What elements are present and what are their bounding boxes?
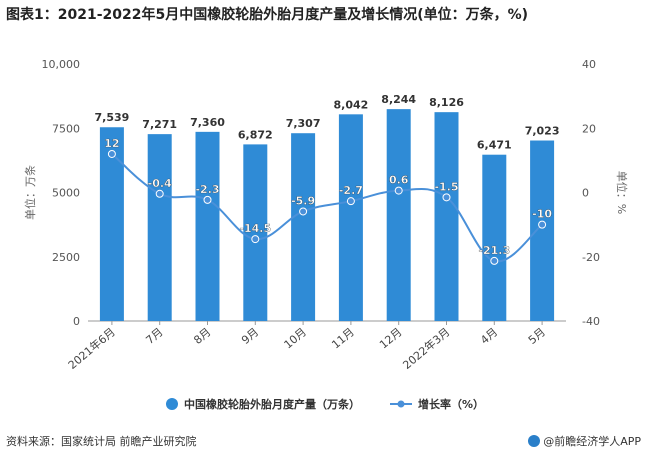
legend-bar-label: 中国橡胶轮胎外胎月度产量（万条） — [184, 397, 360, 411]
x-tick-label: 4月 — [478, 325, 500, 347]
growth-point — [299, 207, 308, 216]
growth-point — [107, 149, 116, 158]
y2-tick-label: 40 — [582, 58, 596, 71]
growth-point — [251, 235, 260, 244]
bar — [147, 134, 172, 321]
y2-tick-label: 0 — [582, 187, 589, 200]
bar-value-label: 8,244 — [381, 93, 416, 106]
growth-value-label: -10 — [532, 208, 552, 221]
bar-value-label: 6,471 — [477, 139, 512, 152]
growth-point — [346, 197, 355, 206]
y2-tick-label: 20 — [582, 122, 596, 135]
growth-value-label: -1.5 — [434, 180, 458, 193]
x-tick-label: 8月 — [191, 325, 213, 347]
growth-value-label: 0.6 — [389, 174, 409, 187]
growth-point — [442, 193, 451, 202]
y2-tick-label: -20 — [582, 251, 600, 264]
growth-point — [203, 195, 212, 204]
growth-value-label: -0.4 — [148, 177, 172, 190]
bar — [338, 114, 363, 321]
y-tick-label: 7500 — [52, 122, 80, 135]
y2-tick-label: -40 — [582, 315, 600, 328]
x-tick-label: 12月 — [377, 325, 405, 351]
growth-point — [394, 186, 403, 195]
y-tick-label: 10,000 — [42, 58, 81, 71]
bar — [386, 109, 411, 321]
bar — [195, 131, 220, 321]
bar-value-label: 6,872 — [238, 128, 273, 141]
bar — [530, 140, 555, 321]
x-tick-label: 2022年3月 — [400, 325, 453, 372]
brand-logo-icon — [528, 435, 541, 447]
growth-value-label: -2.3 — [195, 183, 219, 196]
legend-line-marker — [397, 400, 405, 408]
x-tick-label: 10月 — [282, 325, 310, 351]
x-tick-label: 9月 — [239, 325, 261, 347]
bar — [99, 127, 124, 321]
bar-value-label: 8,042 — [334, 98, 369, 111]
growth-value-label: -5.9 — [291, 194, 315, 207]
growth-value-label: 12 — [104, 137, 119, 150]
y2-axis-label: 单位：% — [615, 171, 629, 214]
chart-title: 图表1：2021-2022年5月中国橡胶轮胎外胎月度产量及增长情况(单位：万条，… — [6, 7, 529, 23]
bar-value-label: 7,307 — [286, 117, 321, 130]
growth-point — [155, 189, 164, 198]
x-tick-label: 11月 — [329, 325, 357, 351]
bar-value-label: 7,360 — [190, 116, 225, 129]
brand-text: @前瞻经济学人APP — [543, 435, 641, 448]
bar — [291, 133, 316, 321]
growth-value-label: -2.7 — [339, 184, 363, 197]
growth-point — [490, 256, 499, 265]
x-tick-label: 7月 — [143, 325, 165, 347]
bar-value-label: 8,126 — [429, 96, 464, 109]
bar-value-label: 7,539 — [95, 111, 130, 124]
bar-value-label: 7,023 — [525, 125, 560, 138]
y-tick-label: 2500 — [52, 251, 80, 264]
bar — [482, 154, 507, 321]
source-note: 资料来源：国家统计局 前瞻产业研究院 — [6, 435, 197, 448]
x-tick-label: 5月 — [526, 325, 548, 347]
bar-value-label: 7,271 — [142, 118, 177, 131]
y-axis-label: 单位：万条 — [23, 165, 37, 220]
growth-line — [111, 153, 543, 263]
bar — [243, 144, 268, 321]
y-tick-label: 0 — [73, 315, 80, 328]
bar — [434, 112, 459, 321]
growth-value-label: -21.3 — [478, 244, 510, 257]
legend-line-label: 增长率（%） — [418, 397, 484, 411]
x-tick-label: 2021年6月 — [65, 325, 118, 372]
growth-value-label: -14.5 — [239, 222, 271, 235]
growth-point — [538, 220, 547, 229]
brand-note: @前瞻经济学人APP — [528, 433, 641, 449]
legend-bar-icon — [166, 398, 178, 410]
y-tick-label: 5000 — [52, 187, 80, 200]
